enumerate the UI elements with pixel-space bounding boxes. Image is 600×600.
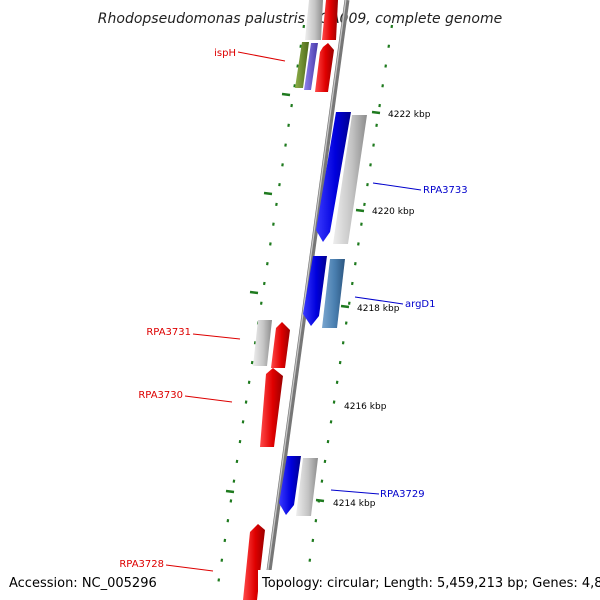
gene-rpa3729-blue: [279, 456, 301, 515]
gene-rpa3731: [271, 322, 290, 368]
gc-dash: [315, 498, 325, 503]
gc-dash: [340, 304, 350, 309]
gc-dash: [371, 110, 381, 115]
tick-label: 4222 kbp: [388, 110, 431, 120]
gene-slate: [304, 43, 318, 90]
gc-dash: [225, 489, 235, 494]
gene-rpa3733: [333, 115, 367, 244]
gene-other: [253, 320, 272, 366]
label-ispH[interactable]: ispH: [214, 48, 236, 59]
tick-label: 4214 kbp: [333, 499, 376, 509]
backbone-highlight: [263, 0, 347, 600]
gene-features: [243, 0, 367, 600]
topology-text: Topology: circular; Length: 5,459,213 bp…: [261, 576, 600, 591]
leader-line: [354, 296, 404, 305]
gene-rpa3728: [243, 524, 265, 600]
leader-line: [330, 489, 380, 495]
gc-guide-left: [214, 24, 306, 599]
tick-label: 4220 kbp: [372, 207, 415, 217]
map-title: Rhodopseudomonas palustris CGA009, compl…: [98, 11, 502, 27]
footer-background: [258, 570, 600, 600]
leader-line: [372, 182, 422, 191]
gene-rpa3729: [296, 458, 318, 516]
leader-line: [192, 333, 241, 340]
tick-label: 4218 kbp: [357, 304, 400, 314]
label-argD1[interactable]: argD1: [405, 299, 435, 310]
gc-dash: [249, 290, 259, 295]
gc-dash: [355, 208, 365, 213]
label-rpa3730[interactable]: RPA3730: [138, 390, 183, 401]
gene-forward: [322, 0, 338, 40]
leader-line: [165, 564, 214, 572]
tick-label: 4216 kbp: [344, 402, 387, 412]
leader-line: [237, 51, 286, 62]
leader-line: [184, 395, 233, 403]
gene-ispH: [315, 43, 334, 92]
gene-rpa3733-blue: [316, 112, 351, 242]
gc-content-track: [214, 24, 394, 599]
gene-labels: ispH RPA3733 argD1 RPA3731 RPA3730 RPA37…: [119, 48, 468, 572]
gene-olive: [295, 42, 309, 88]
gene-argD1: [322, 259, 345, 328]
gene-argD1-blue: [303, 256, 327, 326]
label-rpa3729[interactable]: RPA3729: [380, 489, 425, 500]
label-rpa3731[interactable]: RPA3731: [146, 327, 191, 338]
label-rpa3733[interactable]: RPA3733: [423, 185, 468, 196]
gc-dash: [281, 92, 291, 97]
label-rpa3728[interactable]: RPA3728: [119, 559, 164, 570]
gene-other: [305, 0, 323, 40]
gene-rpa3730: [260, 368, 283, 447]
scale-ticks: 4222 kbp 4220 kbp 4218 kbp 4216 kbp 4214…: [333, 110, 431, 509]
gc-dash: [263, 191, 273, 196]
accession-text: Accession: NC_005296: [9, 576, 157, 591]
